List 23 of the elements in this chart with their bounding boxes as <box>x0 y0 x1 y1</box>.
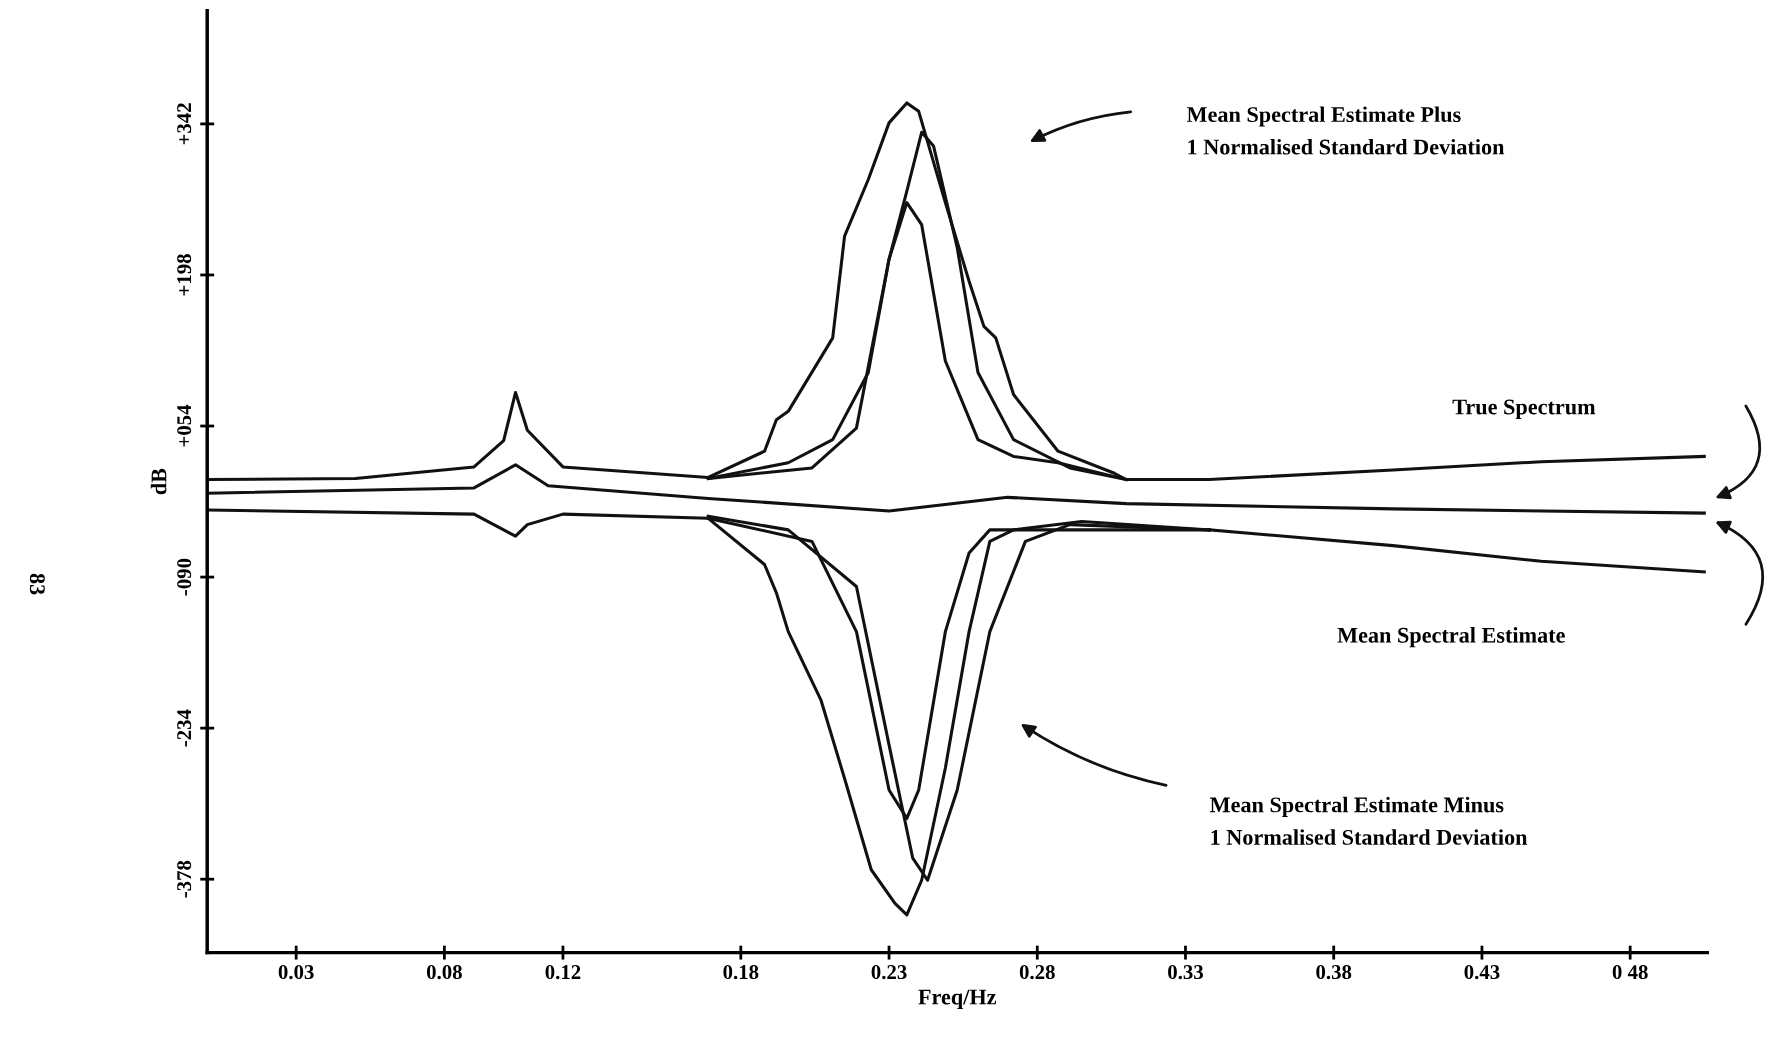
text: 83 <box>29 573 45 595</box>
annotation: Mean Spectral Estimate Plus 1 Normalised Standard Deviation <box>1186 106 1505 155</box>
y-tick-label: -090 <box>177 558 192 596</box>
x-tick-label: 0 48 <box>1612 965 1648 980</box>
x-tick-label: 0.38 <box>1316 965 1352 980</box>
annotation: Mean Spectral Estimate Minus 1 Normalised Standard Deviation <box>1209 796 1528 845</box>
x-tick-label: 0.08 <box>426 965 462 980</box>
y-axis-title: dB <box>150 468 167 495</box>
y-tick-label: +054 <box>177 404 192 447</box>
y-tick-label: -234 <box>177 709 192 747</box>
y-tick-label: +342 <box>177 103 192 145</box>
x-tick-label: 0.12 <box>545 965 581 980</box>
x-tick-label: 0.23 <box>871 965 907 980</box>
annotation: Mean Spectral Estimate <box>1337 627 1565 648</box>
x-axis-title: Freq/Hz <box>918 989 997 1010</box>
x-tick-label: 0.03 <box>278 965 314 980</box>
x-tick-label: 0.33 <box>1168 965 1204 980</box>
x-tick-label: 0.18 <box>723 965 759 980</box>
y-tick-label: +198 <box>177 254 192 296</box>
annotation: True Spectrum <box>1452 399 1596 419</box>
x-tick-label: 0.43 <box>1464 965 1500 980</box>
x-tick-label: 0.28 <box>1019 965 1055 980</box>
y-tick-label: -378 <box>177 860 192 898</box>
